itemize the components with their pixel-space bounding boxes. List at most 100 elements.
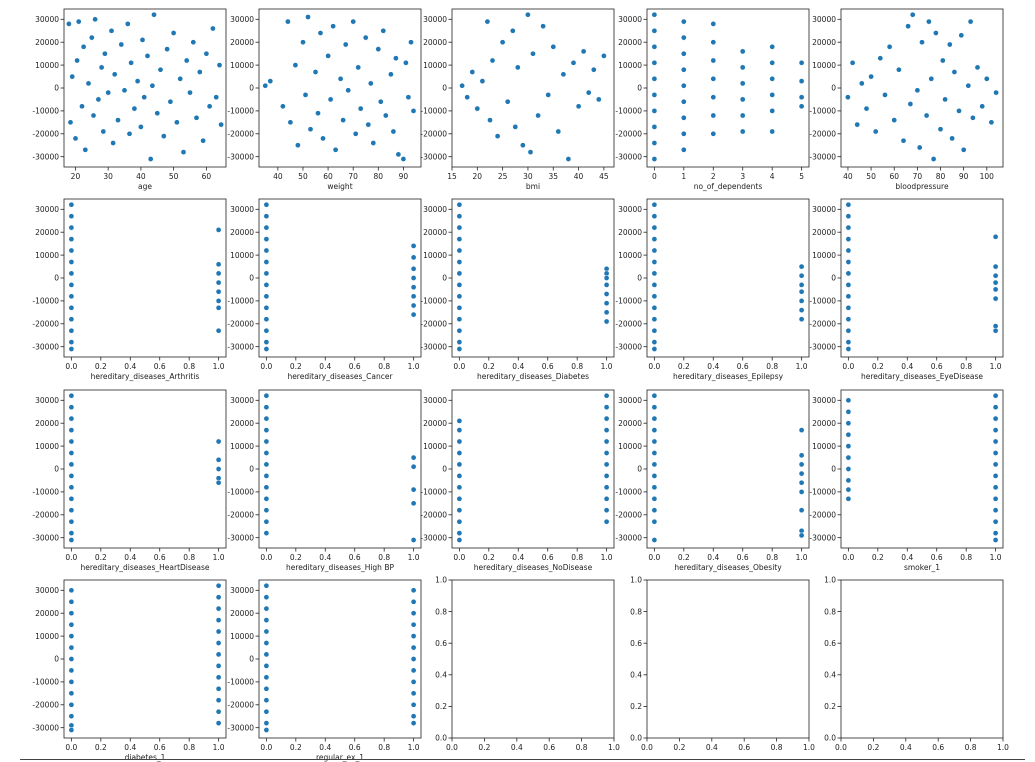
axes-frame [63,579,227,739]
x-tick-label: 40 [273,172,283,181]
data-point [651,259,658,265]
data-point [798,59,805,66]
data-point [601,53,607,59]
axes-frame [451,8,615,168]
data-point [263,236,270,242]
x-tick-label: 0.8 [571,553,583,562]
x-axis-label: hereditary_diseases_Obesity [674,563,782,572]
data-point [320,135,326,142]
data-point [651,282,658,288]
x-tick-label: 0.2 [95,362,107,371]
data-point [92,16,98,23]
data-point [585,89,592,96]
data-point [263,304,270,311]
data-point [845,466,852,472]
data-point [992,279,999,286]
y-tick-label: 0 [249,465,254,474]
data-point [651,236,658,242]
y-tick-label: 10000 [423,61,447,70]
x-tick-label: 0.4 [124,553,136,562]
x-tick-label: 0.2 [867,743,879,752]
data-point [769,75,776,82]
y-tick-label: 10000 [35,251,59,260]
data-point [798,479,805,486]
x-tick-label: 0.8 [960,553,972,562]
data-point [489,57,496,64]
y-tick-label: 10000 [812,61,836,70]
x-tick-label: 90 [399,172,409,181]
x-tick-label: 0.2 [872,362,884,371]
data-point [410,720,417,726]
x-axis-label: diabetes_1 [125,753,166,762]
data-point [330,23,336,30]
y-tick-label: 0 [637,274,642,283]
data-point [603,404,610,411]
data-point [215,438,222,445]
data-point [456,304,463,311]
data-point [769,59,776,66]
data-point [190,39,197,46]
y-tick-label: 10000 [812,442,836,451]
data-point [393,55,399,62]
subplot-7: 0.0 0.2 0.4 0.6 0.8 1.0 -30000 -20000 -10000 0 100… [227,198,422,381]
y-tick-label: -20000 [227,319,254,328]
x-tick-label: 3 [740,172,745,181]
data-point [868,73,874,80]
x-tick-label: 0.0 [260,743,272,752]
y-tick-label: 10000 [618,442,642,451]
data-point [456,461,463,468]
data-point [845,327,852,334]
data-point [992,473,999,479]
y-tick-label: 20000 [35,38,59,47]
data-point [128,59,134,66]
data-point [167,98,174,105]
y-tick-label: 10000 [230,632,254,641]
y-tick-label: -20000 [32,510,59,519]
axes-frame [646,389,810,549]
data-point [382,112,389,119]
data-point [403,59,409,66]
data-point [75,18,82,25]
data-point [68,461,75,468]
data-point [535,112,541,119]
data-point [68,404,75,411]
x-tick-label: 1.0 [997,743,1009,752]
data-point [410,293,417,300]
y-tick-label: 0.2 [824,702,836,711]
data-point [992,484,999,491]
data-point [974,64,981,71]
x-tick-label: 1.0 [601,362,613,371]
data-point [769,128,776,135]
data-point [580,48,587,55]
axes-frame [63,198,227,358]
data-point [858,80,865,87]
data-point [590,66,597,73]
data-point [710,39,717,46]
data-point [958,32,965,39]
x-tick-label: 1.0 [601,553,613,562]
subplot-1: 20 30 40 50 60 -30000 -20000 -10000 0 10000 20000 3… [32,8,227,191]
axes-frame [646,198,810,358]
y-tick-label: -20000 [420,319,447,328]
x-tick-label: 50 [298,172,308,181]
data-point [215,720,222,726]
data-point [710,112,717,119]
data-point [68,587,75,594]
y-tick-label: 0.8 [630,607,642,616]
y-tick-label: 0.0 [630,734,642,743]
data-point [992,327,999,334]
data-point [85,80,92,87]
data-point [405,94,412,101]
data-point [603,275,610,281]
axes-frame [258,8,422,168]
data-point [651,59,658,66]
data-point [263,415,270,422]
y-tick-label: 20000 [230,228,254,237]
y-tick-label: 1.0 [630,576,642,585]
y-tick-label: -30000 [615,342,642,351]
x-tick-label: 0.4 [512,553,524,562]
data-point [680,34,687,41]
x-tick-label: 0.8 [766,553,778,562]
data-point [183,57,190,64]
data-point [263,438,270,445]
